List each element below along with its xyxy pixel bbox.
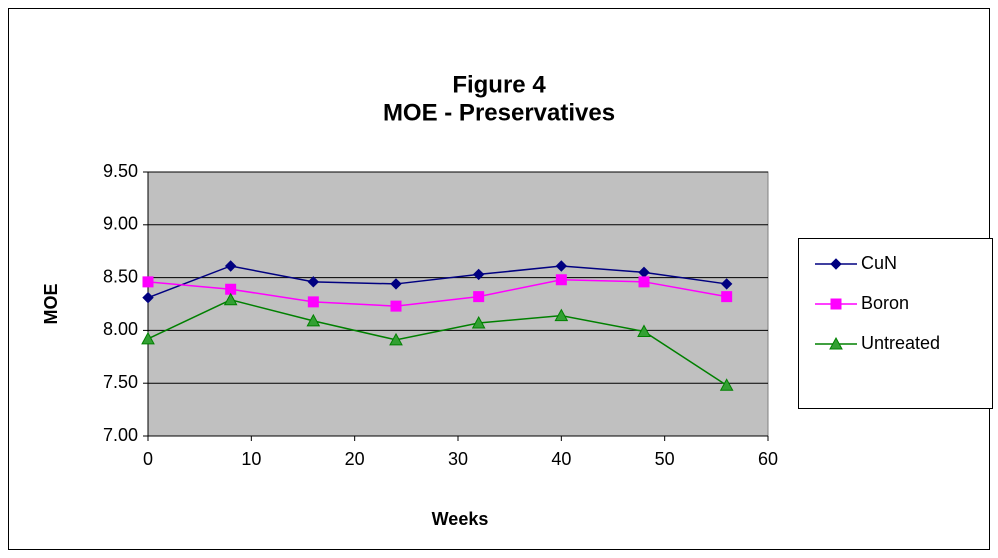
marker: [389, 332, 403, 346]
x-tick-label: 30: [448, 449, 468, 469]
marker: [142, 291, 154, 304]
marker: [720, 278, 733, 290]
marker: [306, 313, 321, 327]
marker: [307, 276, 320, 288]
legend-marker: [830, 298, 842, 310]
marker: [141, 331, 155, 345]
legend-box: [798, 238, 993, 409]
series-line: [147, 298, 728, 386]
chart-title: Figure 4: [452, 71, 546, 98]
marker: [472, 268, 485, 281]
marker: [225, 283, 237, 295]
plot-area: [147, 171, 769, 437]
marker: [307, 296, 319, 308]
y-tick-label: 8.50: [103, 266, 138, 286]
legend-label: Untreated: [861, 333, 940, 353]
x-tick-label: 50: [655, 449, 675, 469]
marker: [555, 274, 567, 286]
marker: [142, 276, 154, 288]
x-tick-label: 20: [345, 449, 365, 469]
x-axis-label: Weeks: [432, 509, 489, 529]
marker: [471, 315, 486, 329]
marker: [390, 300, 402, 312]
y-tick-label: 9.00: [103, 214, 138, 234]
series-line: [147, 265, 727, 299]
marker: [721, 291, 733, 303]
y-tick-label: 7.50: [103, 372, 138, 392]
legend-label: CuN: [861, 253, 897, 273]
legend-marker: [830, 258, 842, 270]
x-tick-label: 60: [758, 449, 778, 469]
x-tick-label: 0: [143, 449, 153, 469]
y-tick-label: 9.50: [103, 161, 138, 181]
marker: [224, 260, 237, 272]
marker: [554, 308, 569, 322]
marker: [719, 378, 734, 391]
y-axis-label: MOE: [41, 283, 61, 324]
marker: [223, 292, 238, 306]
marker: [637, 324, 651, 337]
legend-marker: [829, 336, 843, 350]
marker: [390, 278, 402, 290]
series-line: [147, 278, 727, 307]
x-tick-label: 40: [551, 449, 571, 469]
chart-subtitle: MOE - Preservatives: [383, 99, 615, 126]
marker: [473, 291, 485, 303]
y-tick-label: 7.00: [103, 425, 138, 445]
x-tick-label: 10: [241, 449, 261, 469]
y-tick-label: 8.00: [103, 319, 138, 339]
marker: [555, 260, 568, 272]
legend-label: Boron: [861, 293, 909, 313]
marker: [638, 276, 650, 288]
